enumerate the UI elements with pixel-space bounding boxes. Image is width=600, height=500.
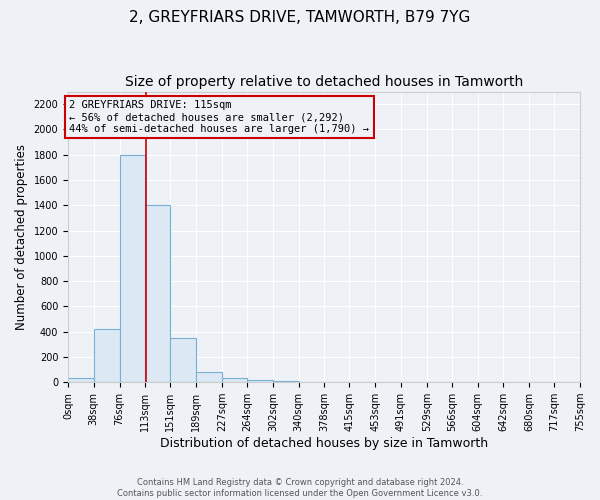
Bar — [119, 154, 145, 382]
Text: 2 GREYFRIARS DRIVE: 115sqm
← 56% of detached houses are smaller (2,292)
44% of s: 2 GREYFRIARS DRIVE: 115sqm ← 56% of deta… — [70, 100, 370, 134]
Bar — [68, 378, 94, 382]
Bar — [247, 380, 273, 382]
Text: 2, GREYFRIARS DRIVE, TAMWORTH, B79 7YG: 2, GREYFRIARS DRIVE, TAMWORTH, B79 7YG — [130, 10, 470, 25]
Y-axis label: Number of detached properties: Number of detached properties — [15, 144, 28, 330]
Bar — [94, 329, 119, 382]
Bar — [196, 372, 222, 382]
Title: Size of property relative to detached houses in Tamworth: Size of property relative to detached ho… — [125, 75, 523, 89]
Bar — [222, 378, 247, 382]
Bar — [145, 206, 170, 382]
Bar — [170, 338, 196, 382]
X-axis label: Distribution of detached houses by size in Tamworth: Distribution of detached houses by size … — [160, 437, 488, 450]
Text: Contains HM Land Registry data © Crown copyright and database right 2024.
Contai: Contains HM Land Registry data © Crown c… — [118, 478, 482, 498]
Bar — [273, 381, 299, 382]
